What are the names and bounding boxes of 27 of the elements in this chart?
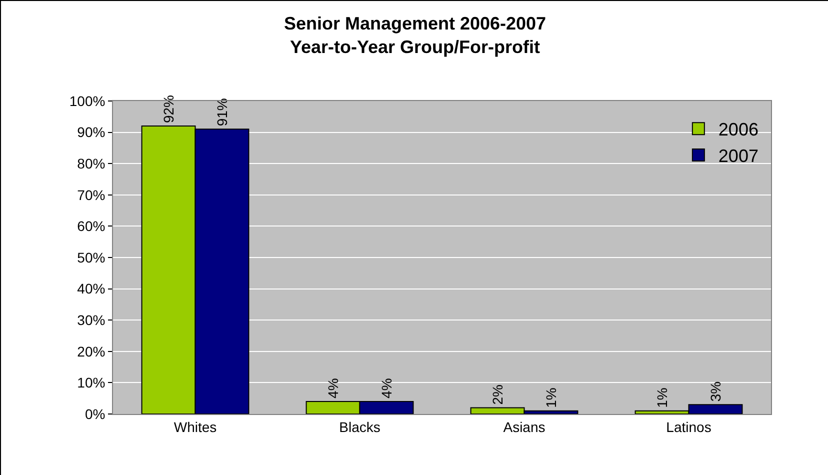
chart-subtitle: Year-to-Year Group/For-profit (290, 36, 540, 57)
data-label: 4% (378, 378, 394, 398)
legend-label: 2006 (718, 120, 758, 140)
y-tick-label: 10% (77, 374, 106, 391)
y-tick-label: 70% (77, 186, 106, 203)
y-tick-label: 40% (77, 280, 106, 297)
y-tick-label: 90% (77, 124, 106, 140)
data-label: 4% (325, 378, 342, 398)
data-label: 91% (214, 98, 230, 126)
y-tick-label: 50% (77, 249, 106, 266)
data-label: 2% (490, 384, 506, 405)
x-tick-label: Whites (174, 418, 217, 435)
y-tick-label: 0% (84, 406, 106, 422)
data-label: 1% (542, 388, 559, 408)
y-tick-label: 60% (77, 218, 106, 234)
x-tick-label: Asians (503, 418, 546, 435)
x-tick-label: Blacks (339, 418, 380, 435)
x-tick-label: Latinos (666, 418, 712, 435)
y-tick-label: 80% (77, 156, 106, 172)
y-tick-label: 20% (77, 343, 106, 360)
legend-label: 2007 (718, 146, 758, 166)
y-tick-label: 100% (69, 92, 106, 109)
data-label: 3% (707, 381, 724, 402)
y-tick-label: 30% (77, 312, 106, 328)
data-label: 92% (160, 95, 177, 124)
chart-title: Senior Management 2006-2007 (284, 14, 546, 34)
data-label: 1% (654, 388, 670, 408)
